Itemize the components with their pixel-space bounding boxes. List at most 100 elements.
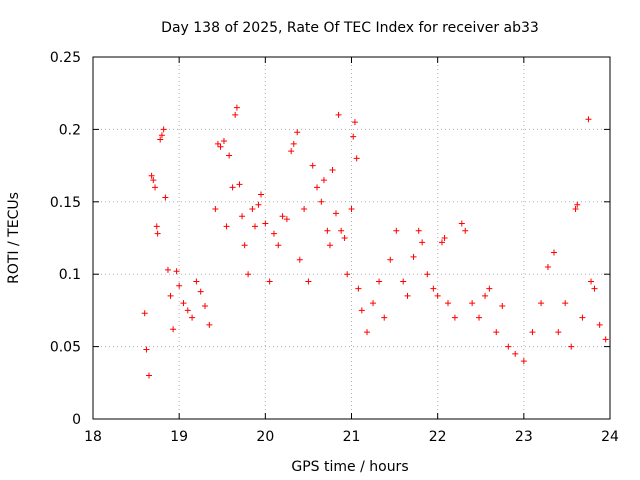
data-point <box>262 220 269 227</box>
data-point <box>309 162 316 169</box>
data-point <box>555 329 562 336</box>
grid-lines <box>93 57 610 419</box>
data-point <box>585 116 592 123</box>
data-point <box>158 132 165 139</box>
data-point <box>164 266 171 273</box>
data-point <box>150 177 157 184</box>
data-point <box>236 181 243 188</box>
data-point <box>505 343 512 350</box>
data-point <box>520 358 527 365</box>
x-tick-label: 23 <box>515 429 533 445</box>
data-point <box>348 206 355 213</box>
data-point <box>400 278 407 285</box>
data-point <box>404 292 411 299</box>
data-point <box>562 300 569 307</box>
data-point <box>451 314 458 321</box>
x-tick-label: 22 <box>429 429 447 445</box>
data-point <box>258 191 265 198</box>
data-point <box>358 307 365 314</box>
data-point <box>184 307 191 314</box>
data-point <box>550 249 557 256</box>
data-point <box>430 285 437 292</box>
data-point <box>288 148 295 155</box>
data-point <box>296 256 303 263</box>
data-point <box>445 300 452 307</box>
data-point <box>283 216 290 223</box>
x-axis-label: GPS time / hours <box>291 459 408 475</box>
data-point <box>596 321 603 328</box>
data-point <box>146 372 153 379</box>
data-point <box>154 230 161 237</box>
data-point <box>458 220 465 227</box>
data-point <box>376 278 383 285</box>
data-point <box>438 239 445 246</box>
data-point <box>353 155 360 162</box>
data-point <box>482 292 489 299</box>
data-point <box>572 206 579 213</box>
chart-title: Day 138 of 2025, Rate Of TEC Index for r… <box>161 20 539 36</box>
data-point <box>180 300 187 307</box>
data-point <box>320 177 327 184</box>
data-point <box>469 300 476 307</box>
data-point <box>415 227 422 234</box>
data-point <box>462 227 469 234</box>
data-point <box>189 314 196 321</box>
data-point <box>493 329 500 336</box>
data-point <box>143 346 150 353</box>
data-point <box>574 201 581 208</box>
data-point <box>370 300 377 307</box>
data-point <box>249 206 256 213</box>
data-point <box>544 263 551 270</box>
y-tick-label: 0.15 <box>50 195 81 211</box>
x-tick-label: 18 <box>84 429 102 445</box>
data-point <box>529 329 536 336</box>
data-point <box>324 227 331 234</box>
data-point <box>305 278 312 285</box>
axis-ticks: 18 19 20 21 22 23 24 0 0.05 0.1 0.15 0.2 0.25 <box>50 50 619 445</box>
data-point <box>255 201 262 208</box>
data-point <box>335 111 342 118</box>
data-point <box>220 137 227 144</box>
data-point <box>344 271 351 278</box>
data-point <box>275 242 282 249</box>
data-point <box>217 143 224 150</box>
data-point <box>355 285 362 292</box>
data-point <box>476 314 483 321</box>
data-point <box>338 227 345 234</box>
data-point <box>212 206 219 213</box>
data-point <box>410 253 417 260</box>
data-point <box>157 136 164 143</box>
data-point <box>152 184 159 191</box>
data-point <box>351 119 358 126</box>
data-point <box>314 184 321 191</box>
data-point <box>202 303 209 310</box>
data-point <box>579 314 586 321</box>
data-point <box>233 104 240 111</box>
data-point <box>393 227 400 234</box>
data-point <box>424 271 431 278</box>
data-point <box>318 198 325 205</box>
data-point <box>434 292 441 299</box>
data-point <box>229 184 236 191</box>
data-point <box>162 194 169 201</box>
data-point <box>214 140 221 147</box>
data-point <box>245 271 252 278</box>
data-point <box>170 326 177 333</box>
data-point <box>350 133 357 140</box>
data-point <box>301 206 308 213</box>
x-tick-label: 19 <box>170 429 188 445</box>
data-point <box>160 126 167 133</box>
data-point <box>568 343 575 350</box>
data-point <box>588 278 595 285</box>
data-point <box>387 256 394 263</box>
data-point <box>141 310 148 317</box>
data-point <box>499 303 506 310</box>
y-tick-label: 0.25 <box>50 50 81 66</box>
data-point <box>226 152 233 159</box>
data-points <box>141 104 609 379</box>
data-point <box>251 223 258 230</box>
data-point <box>176 282 183 289</box>
data-point <box>486 285 493 292</box>
data-point <box>329 166 336 173</box>
